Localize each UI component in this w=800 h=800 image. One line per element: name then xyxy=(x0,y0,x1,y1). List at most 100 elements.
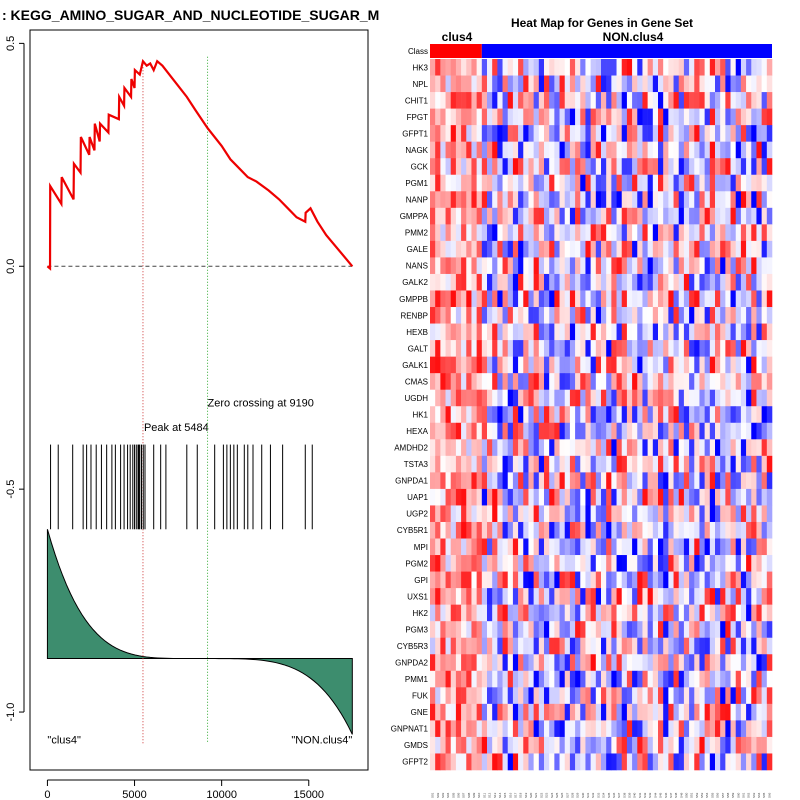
heatmap-cell xyxy=(455,257,462,275)
heatmap-cell xyxy=(461,174,467,192)
heatmap-cell xyxy=(642,505,648,523)
heatmap-cell xyxy=(554,75,560,93)
heatmap-cell xyxy=(756,687,762,705)
heatmap-cell xyxy=(606,571,612,589)
gene-label: HK2 xyxy=(412,609,428,618)
heatmap-cell xyxy=(601,604,607,622)
heatmap-cell xyxy=(585,736,591,754)
heatmap-cell xyxy=(507,406,514,424)
heatmap-cell xyxy=(761,538,768,556)
heatmap-cell xyxy=(481,571,488,589)
heatmap-cell xyxy=(740,323,747,341)
heatmap-cell xyxy=(715,340,721,357)
heatmap-cell xyxy=(699,191,705,209)
heatmap-cell xyxy=(476,59,483,76)
heatmap-cell xyxy=(518,588,524,605)
heatmap-cell xyxy=(621,373,628,390)
heatmap-cell xyxy=(658,191,664,209)
heatmap-cell xyxy=(445,257,452,275)
heatmap-cell xyxy=(502,621,509,639)
heatmap-cell xyxy=(476,273,483,291)
heatmap-cell xyxy=(538,571,545,589)
heatmap-cell xyxy=(564,257,571,275)
heatmap-cell xyxy=(455,389,462,407)
heatmap-cell xyxy=(430,555,436,572)
heatmap-cell xyxy=(564,654,571,672)
heatmap-cell xyxy=(580,323,586,341)
heatmap-cell xyxy=(668,340,674,357)
heatmap-cell xyxy=(575,736,581,754)
heatmap-cell xyxy=(699,555,705,572)
heatmap-cell xyxy=(580,455,586,473)
heatmap-cell xyxy=(709,472,716,490)
heatmap-cell xyxy=(559,59,566,76)
heatmap-cell xyxy=(740,207,747,225)
heatmap-cell xyxy=(595,191,602,209)
heatmap-cell xyxy=(476,307,483,324)
heatmap-cell xyxy=(611,720,617,738)
heatmap-cell xyxy=(673,687,680,705)
heatmap-cell xyxy=(642,720,648,738)
heatmap-cell xyxy=(569,389,576,407)
heatmap-cell xyxy=(528,455,534,473)
heatmap-cell xyxy=(590,191,597,209)
heatmap-cell xyxy=(533,174,540,192)
heatmap-cell xyxy=(632,224,638,242)
heatmap-cell xyxy=(626,92,633,109)
heatmap-cell xyxy=(461,422,467,440)
heatmap-cell xyxy=(668,373,674,390)
heatmap-cell xyxy=(575,125,581,142)
heatmap-cell xyxy=(487,703,493,721)
heatmap-cell xyxy=(689,389,695,407)
heatmap-cell xyxy=(637,158,643,176)
heatmap-cell xyxy=(455,307,462,324)
heatmap-cell xyxy=(616,422,623,440)
heatmap-cell xyxy=(502,307,509,324)
heatmap-cell xyxy=(725,207,731,225)
heatmap-cell xyxy=(647,92,654,109)
heatmap-cell xyxy=(725,455,731,473)
heatmap-cell xyxy=(492,158,498,176)
heatmap-cell xyxy=(766,654,773,672)
heatmap-cell xyxy=(595,307,602,324)
heatmap-cell xyxy=(575,356,581,374)
heatmap-cell xyxy=(502,703,509,721)
heatmap-cell xyxy=(595,373,602,390)
heatmap-cell xyxy=(694,670,700,688)
heatmap-cell xyxy=(528,670,534,688)
heatmap-cell xyxy=(544,224,550,242)
heatmap-cell xyxy=(430,389,436,407)
class-group-label-clus4: clus4 xyxy=(442,30,473,44)
heatmap-cell xyxy=(523,521,529,539)
heatmap-cell xyxy=(621,720,628,738)
heatmap-cell xyxy=(683,307,690,324)
heatmap-cell xyxy=(435,174,441,192)
heatmap-cell xyxy=(497,290,503,308)
heatmap-cell xyxy=(559,555,566,572)
heatmap-cell xyxy=(663,240,669,258)
heatmap-cell xyxy=(632,108,638,126)
heatmap-cell xyxy=(466,174,472,192)
heatmap-cell xyxy=(699,753,705,771)
heatmap-cell xyxy=(709,455,716,473)
heatmap-cell xyxy=(740,174,747,192)
heatmap-cell xyxy=(523,654,529,672)
heatmap-cell xyxy=(559,621,566,639)
heatmap-cell xyxy=(658,753,664,771)
heatmap-cell xyxy=(683,59,690,76)
heatmap-cell xyxy=(569,174,576,192)
heatmap-cell xyxy=(652,422,659,440)
heatmap-cell xyxy=(652,670,659,688)
heatmap-cell xyxy=(512,455,519,473)
heatmap-cell xyxy=(652,273,659,291)
heatmap-cell xyxy=(440,191,446,209)
heatmap-cell xyxy=(751,406,757,424)
heatmap-cell xyxy=(492,92,498,109)
heatmap-cell xyxy=(720,637,726,655)
heatmap-cell xyxy=(559,687,566,705)
heatmap-cell xyxy=(761,158,768,176)
heatmap-cell xyxy=(658,59,664,76)
heatmap-cell xyxy=(715,687,721,705)
heatmap-cell xyxy=(637,240,643,258)
heatmap-cell xyxy=(440,174,446,192)
